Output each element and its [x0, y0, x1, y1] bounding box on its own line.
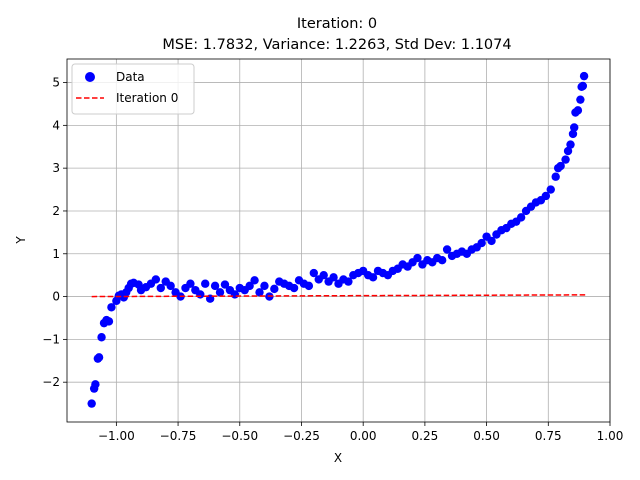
- x-tick-label: 0.00: [350, 429, 377, 443]
- data-point: [151, 275, 161, 284]
- data-point: [344, 277, 353, 286]
- legend-marker-data: [85, 72, 95, 82]
- x-tick-label: −0.25: [283, 429, 320, 443]
- y-tick-label: 4: [52, 118, 60, 132]
- y-axis-ticks: −2 −1 0 1 2 3 4 5: [42, 76, 67, 389]
- y-tick-label: 3: [52, 161, 60, 175]
- data-point: [578, 81, 588, 91]
- regression-line-layer: [91, 294, 586, 298]
- data-point: [270, 284, 279, 294]
- data-point: [561, 155, 570, 164]
- data-point: [413, 253, 422, 263]
- data-point: [201, 279, 210, 288]
- data-point: [579, 71, 589, 81]
- chart-title: Iteration: 0: [297, 16, 377, 32]
- data-point: [94, 353, 104, 362]
- data-point: [516, 213, 526, 222]
- x-tick-label: 1.00: [597, 429, 624, 443]
- data-point: [568, 129, 578, 139]
- x-axis-label: X: [334, 451, 342, 465]
- x-tick-label: 0.25: [412, 429, 439, 443]
- data-point: [566, 140, 575, 149]
- data-point: [573, 106, 583, 115]
- data-point: [368, 273, 378, 282]
- data-point: [210, 281, 220, 291]
- data-point: [442, 245, 452, 254]
- x-tick-label: −0.75: [160, 429, 197, 443]
- data-point: [304, 281, 314, 291]
- x-tick-label: 0.50: [473, 429, 500, 443]
- x-tick-label: −1.00: [98, 429, 135, 443]
- data-point: [570, 123, 579, 132]
- data-point: [477, 238, 486, 248]
- data-point: [156, 283, 165, 293]
- data-point: [309, 268, 319, 278]
- data-point: [563, 146, 573, 156]
- x-tick-label: −0.50: [221, 429, 258, 443]
- y-tick-label: −1: [42, 332, 60, 346]
- data-point: [91, 380, 100, 389]
- scatter-points: [87, 71, 589, 408]
- legend-label-data: Data: [116, 70, 145, 84]
- legend: Data Iteration 0: [71, 63, 195, 115]
- data-point: [487, 236, 496, 246]
- data-point: [255, 288, 264, 297]
- iteration-line: [91, 294, 586, 298]
- y-tick-label: −2: [42, 375, 60, 389]
- data-point: [289, 283, 299, 293]
- y-axis-label: Y: [14, 236, 28, 245]
- data-point: [107, 303, 116, 312]
- data-point: [319, 270, 328, 280]
- data-point: [97, 333, 106, 342]
- y-tick-label: 0: [52, 290, 60, 304]
- data-point: [215, 288, 225, 297]
- legend-label-iteration: Iteration 0: [116, 91, 178, 105]
- data-point: [576, 95, 585, 104]
- plot-frame: [66, 58, 611, 423]
- data-point: [556, 161, 565, 171]
- data-point: [196, 290, 205, 299]
- y-tick-label: 2: [52, 204, 60, 218]
- data-point: [166, 281, 175, 291]
- data-point: [104, 317, 114, 326]
- data-point: [541, 191, 551, 201]
- x-axis-ticks: −1.00 −0.75 −0.50 −0.25 0.00 0.25 0.50 0.75 1.00: [98, 422, 623, 443]
- chart-subtitle: MSE: 1.7832, Variance: 1.2263, Std Dev: …: [162, 37, 511, 53]
- data-point: [551, 172, 560, 181]
- data-point: [329, 273, 338, 282]
- x-tick-label: 0.75: [535, 429, 562, 443]
- data-point: [220, 280, 230, 289]
- data-point: [186, 279, 195, 288]
- y-tick-label: 1: [52, 247, 60, 261]
- data-point: [546, 185, 555, 194]
- data-point: [250, 276, 259, 285]
- y-tick-label: 5: [52, 76, 60, 90]
- data-point: [437, 255, 447, 265]
- data-point: [245, 281, 254, 291]
- legend-box: [71, 63, 195, 115]
- data-point: [87, 399, 96, 408]
- data-point: [260, 281, 269, 291]
